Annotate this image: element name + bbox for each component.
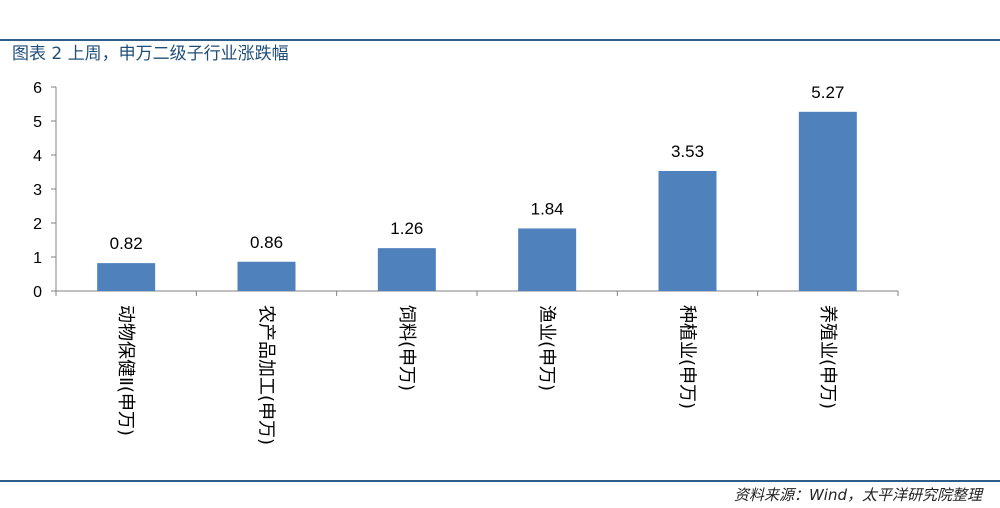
top-rule [0, 39, 1000, 41]
data-label: 0.86 [250, 233, 283, 252]
category-label: 养殖业(申万) [817, 305, 839, 409]
bar-chart: 0 1 2 3 4 5 6 0.82 0.86 1.26 1.84 3.53 5.27 动物保健Ⅱ(申… [33, 80, 899, 445]
y-tick-label: 5 [33, 114, 42, 131]
y-tick-label: 0 [33, 284, 42, 301]
y-tick-label: 6 [33, 80, 42, 97]
data-label: 1.84 [531, 199, 564, 218]
data-label: 0.82 [110, 234, 143, 253]
bar [658, 170, 717, 291]
y-tick-label: 1 [33, 250, 42, 267]
bar [518, 228, 577, 291]
figure-source: 资料来源：Wind，太平洋研究院整理 [733, 486, 982, 504]
data-label: 5.27 [811, 83, 844, 102]
y-tick-label: 3 [33, 182, 42, 199]
bar [97, 263, 156, 291]
category-label: 种植业(申万) [677, 305, 698, 409]
category-label: 渔业(申万) [536, 305, 557, 391]
category-label: 动物保健Ⅱ(申万) [115, 305, 136, 436]
axes [55, 87, 899, 296]
figure-title: 图表 2 上周，申万二级子行业涨跌幅 [12, 44, 289, 64]
data-labels: 0.82 0.86 1.26 1.84 3.53 5.27 [110, 83, 845, 253]
category-label: 农产品加工(申万) [256, 305, 277, 445]
bar [237, 261, 296, 291]
y-tick-label: 2 [33, 216, 42, 233]
y-ticks: 0 1 2 3 4 5 6 [33, 80, 56, 301]
y-tick-label: 4 [33, 148, 42, 165]
bars [97, 111, 857, 291]
category-label: 饲料(申万) [396, 305, 417, 391]
bottom-rule [0, 480, 1000, 482]
data-label: 3.53 [671, 142, 704, 161]
bar [798, 111, 857, 291]
category-labels: 动物保健Ⅱ(申万) 农产品加工(申万) 饲料(申万) 渔业(申万) 种植业(申万) 养殖业… [115, 305, 839, 445]
data-label: 1.26 [390, 219, 423, 238]
bar [377, 248, 436, 291]
